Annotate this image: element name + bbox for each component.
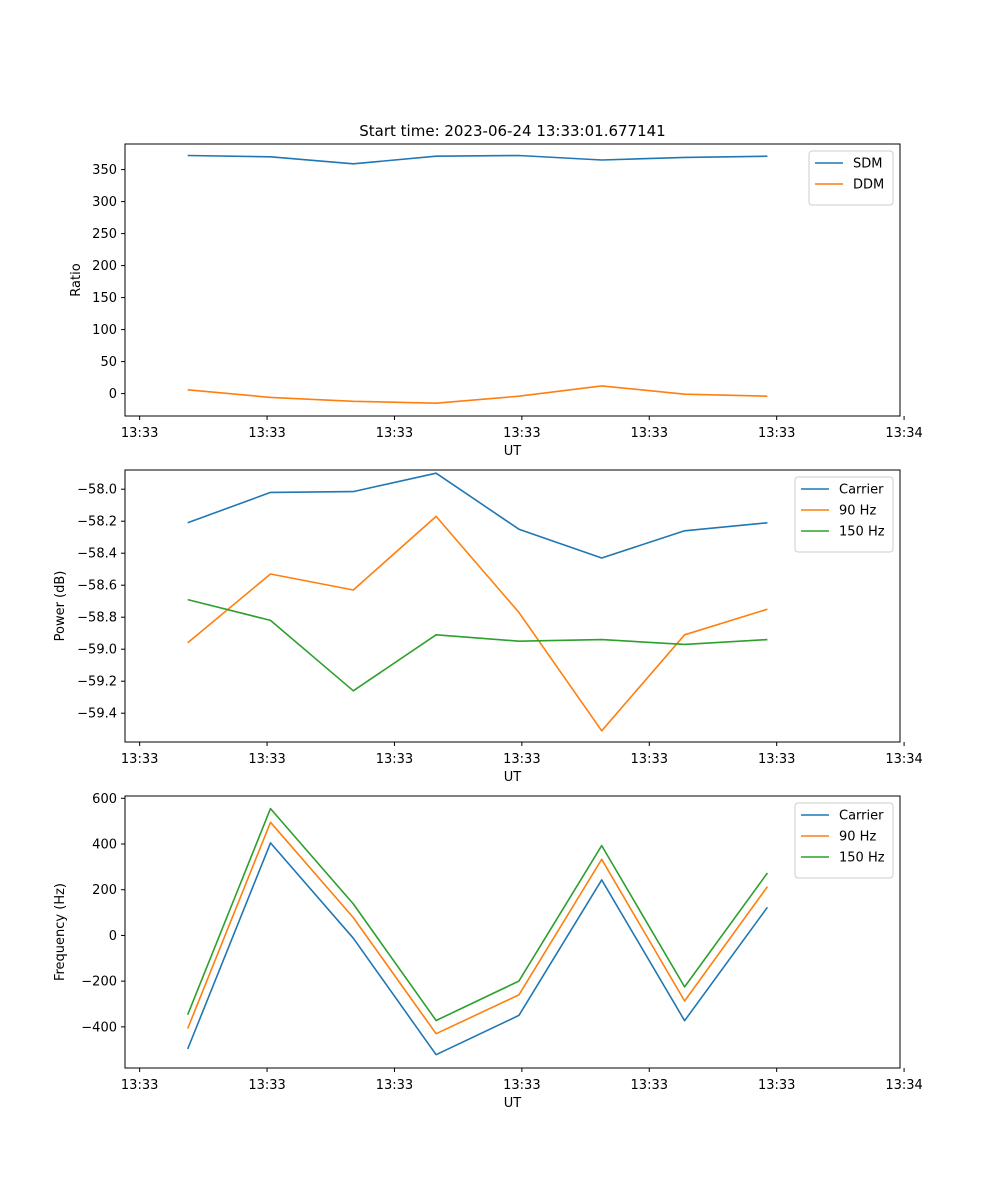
- legend: Carrier 90 Hz 150 Hz: [794, 476, 894, 553]
- series-line-carrier: [187, 472, 768, 559]
- series-line-90-hz: [187, 515, 768, 732]
- x-tick-label: 13:33: [758, 1078, 795, 1093]
- y-tick-label: 200: [92, 883, 117, 898]
- legend-entry: 90 Hz: [839, 504, 876, 519]
- x-tick-label: 13:33: [376, 752, 413, 767]
- y-tick-label: −58.4: [77, 547, 117, 562]
- series-line-150-hz: [187, 598, 768, 692]
- y-tick-label: 300: [92, 195, 117, 210]
- figure-title: Start time: 2023-06-24 13:33:01.677141: [359, 122, 665, 140]
- series-line-150-hz: [186, 807, 769, 1022]
- y-tick-label: 50: [100, 355, 117, 370]
- series-line-carrier: [186, 842, 769, 1056]
- y-tick-label: −59.4: [77, 707, 117, 722]
- y-tick-label: 350: [92, 163, 117, 178]
- axes-frame: [124, 795, 901, 1069]
- y-tick-label: 250: [92, 227, 117, 242]
- panel-3: 13:33 13:33 13:33 13:33 13:33 13:33 13:34 −400 −…: [53, 792, 923, 1111]
- x-tick-label: 13:33: [121, 426, 158, 441]
- axes-frame: [124, 469, 901, 743]
- x-tick-label: 13:33: [376, 1078, 413, 1093]
- x-tick-label: 13:34: [885, 752, 922, 767]
- y-tick-label: 0: [109, 929, 117, 944]
- y-axis-label: Ratio: [69, 263, 84, 296]
- x-tick-label: 13:33: [248, 752, 285, 767]
- series-line-sdm: [187, 154, 768, 165]
- legend-entry: 90 Hz: [839, 830, 876, 845]
- panel-2: 13:33 13:33 13:33 13:33 13:33 13:33 13:34 −59.4…: [53, 469, 923, 785]
- x-tick-label: 13:33: [121, 752, 158, 767]
- legend-box: [794, 802, 894, 879]
- y-tick-label: 150: [92, 291, 117, 306]
- y-tick-label: −58.0: [77, 483, 117, 498]
- legend: SDM DDM: [808, 150, 894, 206]
- legend-box: [808, 150, 894, 206]
- legend-entry: SDM: [853, 157, 882, 172]
- x-tick-label: 13:33: [503, 426, 540, 441]
- x-tick-label: 13:33: [248, 426, 285, 441]
- x-tick-label: 13:34: [885, 1078, 922, 1093]
- series-line-90-hz: [186, 821, 769, 1035]
- legend-entry: 150 Hz: [839, 525, 885, 540]
- panel-1: 13:33 13:33 13:33 13:33 13:33 13:33 13:34 0 50 10…: [69, 143, 923, 459]
- y-tick-label: 400: [92, 838, 117, 853]
- y-tick-label: −400: [81, 1020, 117, 1035]
- x-tick-label: 13:33: [758, 426, 795, 441]
- y-tick-label: 0: [109, 387, 117, 402]
- y-tick-label: −59.2: [77, 675, 117, 690]
- y-tick-label: −58.6: [77, 579, 117, 594]
- x-tick-label: 13:33: [503, 752, 540, 767]
- x-tick-label: 13:33: [631, 752, 668, 767]
- x-axis-label: UT: [504, 444, 522, 459]
- y-tick-label: 200: [92, 259, 117, 274]
- y-tick-label: −59.0: [77, 643, 117, 658]
- legend-entry: Carrier: [839, 483, 884, 498]
- legend: Carrier 90 Hz 150 Hz: [794, 802, 894, 879]
- x-axis-label: UT: [504, 770, 522, 785]
- panels: 13:33 13:33 13:33 13:33 13:33 13:33 13:34 0 50 10…: [53, 143, 923, 1111]
- legend-entry: Carrier: [839, 809, 884, 824]
- series-line-ddm: [187, 385, 768, 405]
- legend-box: [794, 476, 894, 553]
- x-tick-label: 13:33: [631, 1078, 668, 1093]
- legend-entry: DDM: [853, 178, 884, 193]
- x-tick-label: 13:33: [631, 426, 668, 441]
- y-tick-label: −58.2: [77, 515, 117, 530]
- y-tick-label: 100: [92, 323, 117, 338]
- y-tick-label: −200: [81, 975, 117, 990]
- y-axis-label: Power (dB): [53, 571, 68, 642]
- x-tick-label: 13:33: [376, 426, 413, 441]
- y-tick-label: −58.8: [77, 611, 117, 626]
- x-tick-label: 13:33: [248, 1078, 285, 1093]
- legend-entry: 150 Hz: [839, 851, 885, 866]
- x-axis-label: UT: [504, 1096, 522, 1111]
- y-tick-label: 600: [92, 792, 117, 807]
- axes-frame: [124, 143, 901, 417]
- x-tick-label: 13:33: [503, 1078, 540, 1093]
- x-tick-label: 13:33: [121, 1078, 158, 1093]
- x-tick-label: 13:33: [758, 752, 795, 767]
- x-tick-label: 13:34: [885, 426, 922, 441]
- y-axis-label: Frequency (Hz): [53, 883, 68, 981]
